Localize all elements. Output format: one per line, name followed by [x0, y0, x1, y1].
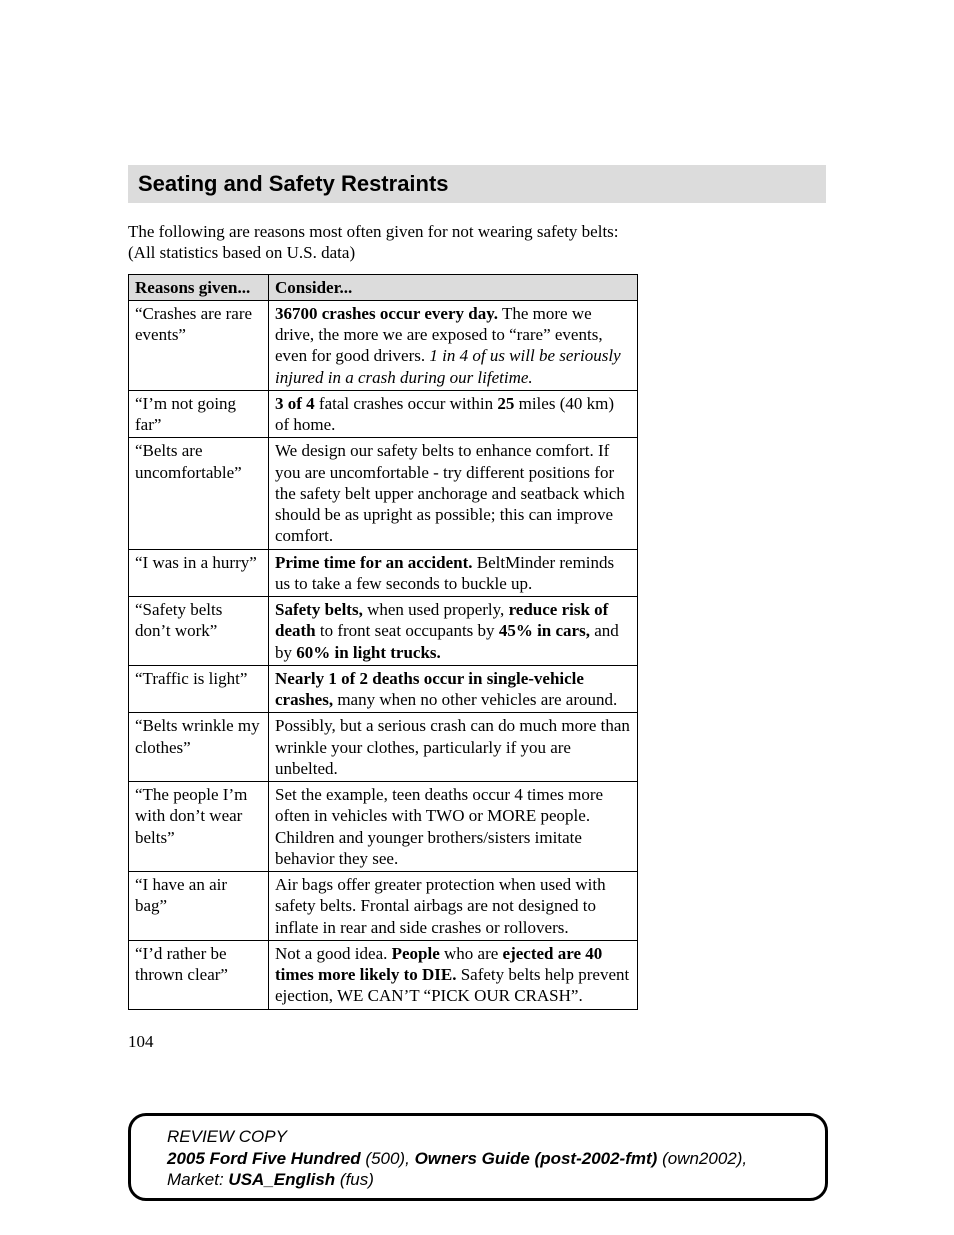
reasons-table: Reasons given... Consider... “Crashes ar…	[128, 274, 638, 1010]
table-row: “The people I’m with don’t wear belts”Se…	[129, 782, 638, 872]
footer-guide-paren: (own2002)	[662, 1149, 742, 1168]
reason-cell: “Traffic is light”	[129, 665, 269, 713]
table-row: “I was in a hurry”Prime time for an acci…	[129, 549, 638, 597]
consider-cell: Safety belts, when used properly, reduce…	[269, 597, 638, 666]
reason-cell: “I was in a hurry”	[129, 549, 269, 597]
table-row: “I’m not going far”3 of 4 fatal crashes …	[129, 390, 638, 438]
table-row: “Belts wrinkle my clothes”Possibly, but …	[129, 713, 638, 782]
reason-cell: “Crashes are rare events”	[129, 300, 269, 390]
table-header-consider: Consider...	[269, 274, 638, 300]
footer-market-paren: (fus)	[340, 1170, 374, 1189]
footer-guide-bold: Owners Guide (post-2002-fmt)	[415, 1149, 658, 1168]
footer-model-line: 2005 Ford Five Hundred (500), Owners Gui…	[167, 1148, 807, 1169]
page-number: 104	[128, 1032, 826, 1052]
consider-cell: Nearly 1 of 2 deaths occur in single-veh…	[269, 665, 638, 713]
table-row: “Safety belts don’t work”Safety belts, w…	[129, 597, 638, 666]
consider-cell: We design our safety belts to enhance co…	[269, 438, 638, 549]
footer-market-label: Market:	[167, 1170, 224, 1189]
footer-market-bold: USA_English	[228, 1170, 335, 1189]
footer-sep1: ,	[405, 1149, 410, 1168]
footer-market-line: Market: USA_English (fus)	[167, 1169, 807, 1190]
section-title: Seating and Safety Restraints	[138, 171, 816, 197]
intro-line-2: (All statistics based on U.S. data)	[128, 243, 355, 262]
footer-model-paren: (500)	[365, 1149, 405, 1168]
reason-cell: “Safety belts don’t work”	[129, 597, 269, 666]
table-row: “I’d rather be thrown clear”Not a good i…	[129, 940, 638, 1009]
footer-model-bold: 2005 Ford Five Hundred	[167, 1149, 361, 1168]
table-row: “Belts are uncomfortable”We design our s…	[129, 438, 638, 549]
table-row: “I have an air bag”Air bags offer greate…	[129, 872, 638, 941]
reason-cell: “The people I’m with don’t wear belts”	[129, 782, 269, 872]
footer-sep2: ,	[742, 1149, 747, 1168]
reason-cell: “Belts wrinkle my clothes”	[129, 713, 269, 782]
consider-cell: Prime time for an accident. BeltMinder r…	[269, 549, 638, 597]
consider-cell: 3 of 4 fatal crashes occur within 25 mil…	[269, 390, 638, 438]
intro-paragraph: The following are reasons most often giv…	[128, 221, 826, 264]
table-header-row: Reasons given... Consider...	[129, 274, 638, 300]
footer-info-box: REVIEW COPY 2005 Ford Five Hundred (500)…	[128, 1113, 828, 1201]
reason-cell: “Belts are uncomfortable”	[129, 438, 269, 549]
consider-cell: Air bags offer greater protection when u…	[269, 872, 638, 941]
footer-review-copy: REVIEW COPY	[167, 1126, 807, 1147]
consider-cell: Not a good idea. People who are ejected …	[269, 940, 638, 1009]
consider-cell: Set the example, teen deaths occur 4 tim…	[269, 782, 638, 872]
table-row: “Traffic is light”Nearly 1 of 2 deaths o…	[129, 665, 638, 713]
reason-cell: “I’m not going far”	[129, 390, 269, 438]
intro-line-1: The following are reasons most often giv…	[128, 222, 619, 241]
consider-cell: 36700 crashes occur every day. The more …	[269, 300, 638, 390]
reason-cell: “I have an air bag”	[129, 872, 269, 941]
consider-cell: Possibly, but a serious crash can do muc…	[269, 713, 638, 782]
table-row: “Crashes are rare events”36700 crashes o…	[129, 300, 638, 390]
table-header-reasons: Reasons given...	[129, 274, 269, 300]
reason-cell: “I’d rather be thrown clear”	[129, 940, 269, 1009]
section-header-band: Seating and Safety Restraints	[128, 165, 826, 203]
